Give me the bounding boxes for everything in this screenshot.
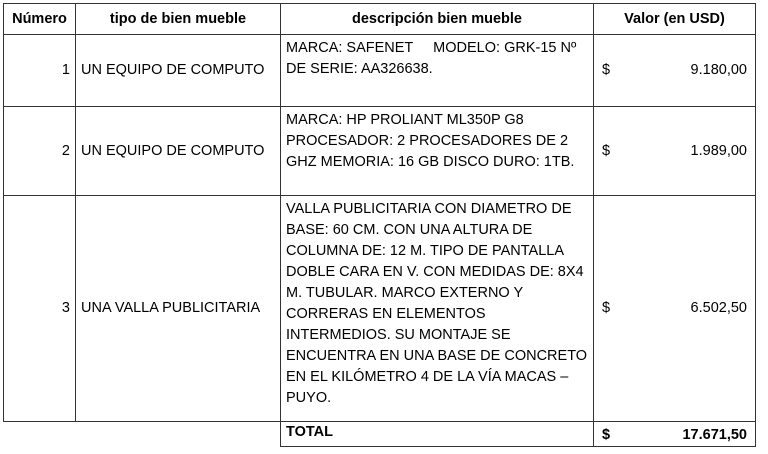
header-tipo: tipo de bien mueble — [75, 3, 281, 35]
assets-table: Número tipo de bien mueble descripción b… — [3, 3, 756, 447]
cell-tipo: UN EQUIPO DE COMPUTO — [75, 106, 281, 196]
cell-descripcion: VALLA PUBLICITARIA CON DIAMETRO DE BASE:… — [280, 195, 594, 422]
header-row: Número tipo de bien mueble descripción b… — [3, 3, 756, 35]
total-value: $17.671,50 — [593, 421, 756, 447]
cell-numero: 3 — [3, 195, 76, 422]
cell-numero: 1 — [3, 34, 76, 107]
currency: $ — [602, 142, 611, 159]
table-row: 1 UN EQUIPO DE COMPUTO MARCA: SAFENET MO… — [3, 34, 756, 107]
currency: $ — [602, 62, 611, 78]
amount: 1.989,00 — [690, 142, 747, 159]
total-amount: 17.671,50 — [682, 427, 747, 443]
table-row: 2 UN EQUIPO DE COMPUTO MARCA: HP PROLIAN… — [3, 106, 756, 196]
cell-valor: $1.989,00 — [593, 106, 756, 196]
currency: $ — [602, 300, 611, 316]
table-row: 3 UNA VALLA PUBLICITARIA VALLA PUBLICITA… — [3, 195, 756, 422]
cell-descripcion: MARCA: SAFENET MODELO: GRK-15 Nº DE SERI… — [280, 34, 594, 107]
cell-tipo: UNA VALLA PUBLICITARIA — [75, 195, 281, 422]
total-label: TOTAL — [280, 421, 594, 447]
header-valor: Valor (en USD) — [593, 3, 756, 35]
amount: 6.502,50 — [690, 300, 747, 316]
total-row: TOTAL $17.671,50 — [4, 421, 756, 447]
currency: $ — [602, 427, 611, 443]
cell-valor: $9.180,00 — [593, 34, 756, 107]
cell-descripcion: MARCA: HP PROLIANT ML350P G8 PROCESADOR:… — [280, 106, 594, 196]
amount: 9.180,00 — [690, 62, 747, 78]
header-numero: Número — [3, 3, 76, 35]
header-descripcion: descripción bien mueble — [280, 3, 594, 35]
cell-tipo: UN EQUIPO DE COMPUTO — [75, 34, 281, 107]
cell-numero: 2 — [3, 106, 76, 196]
cell-valor: $6.502,50 — [593, 195, 756, 422]
